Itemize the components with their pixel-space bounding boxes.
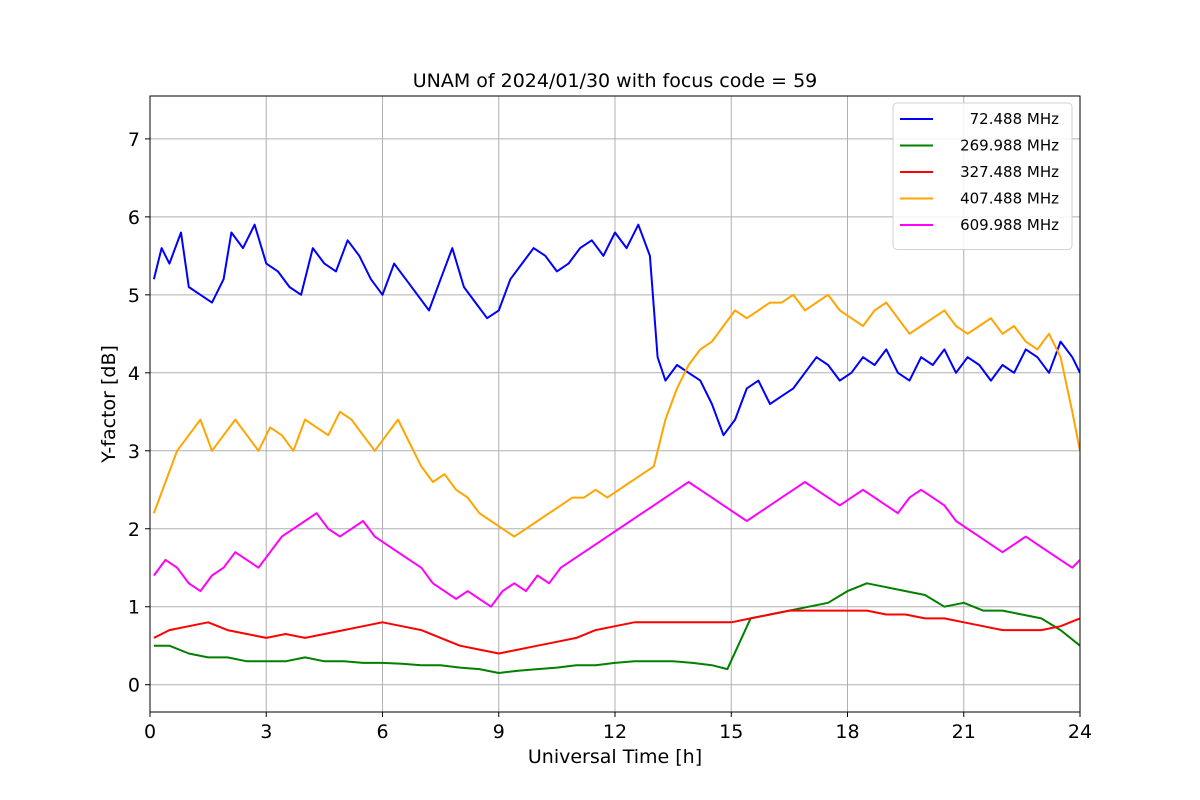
x-tick-label: 0: [144, 721, 156, 743]
y-axis-label: Y-factor [dB]: [98, 345, 120, 464]
x-axis-label: Universal Time [h]: [528, 746, 702, 768]
x-tick-label: 6: [376, 721, 388, 743]
legend-label: 609.988 MHz: [960, 216, 1059, 234]
legend-label: 72.488 MHz: [970, 110, 1059, 128]
legend-label: 327.488 MHz: [960, 163, 1059, 181]
y-tick-label: 5: [128, 285, 140, 307]
y-tick-label: 2: [128, 519, 140, 541]
y-tick-label: 4: [128, 363, 140, 385]
x-tick-label: 12: [603, 721, 627, 743]
y-tick-label: 6: [128, 207, 140, 229]
x-tick-label: 18: [835, 721, 859, 743]
x-tick-label: 21: [952, 721, 976, 743]
x-tick-label: 15: [719, 721, 743, 743]
legend: 72.488 MHz 269.988 MHz 327.488 MHz 407.488 …: [892, 102, 1073, 250]
y-tick-label: 1: [128, 597, 140, 619]
legend-box: [892, 102, 1073, 250]
legend-label: 407.488 MHz: [960, 190, 1059, 208]
series-line: [152, 293, 1080, 538]
y-tick-label: 7: [128, 129, 140, 151]
series-line: [153, 582, 1080, 674]
grid: [149, 96, 1081, 712]
x-tick-label: 24: [1068, 721, 1092, 743]
y-tick-label: 0: [128, 675, 140, 697]
series-layer: [152, 223, 1080, 674]
series-line: [153, 609, 1080, 655]
y-tick-label: 3: [128, 441, 140, 463]
series-line: [152, 223, 1080, 437]
x-tick-label: 3: [260, 721, 272, 743]
legend-label: 269.988 MHz: [960, 137, 1059, 155]
x-tick-label: 9: [493, 721, 505, 743]
chart-title: UNAM of 2024/01/30 with focus code = 59: [413, 70, 818, 92]
series-line: [153, 481, 1080, 608]
